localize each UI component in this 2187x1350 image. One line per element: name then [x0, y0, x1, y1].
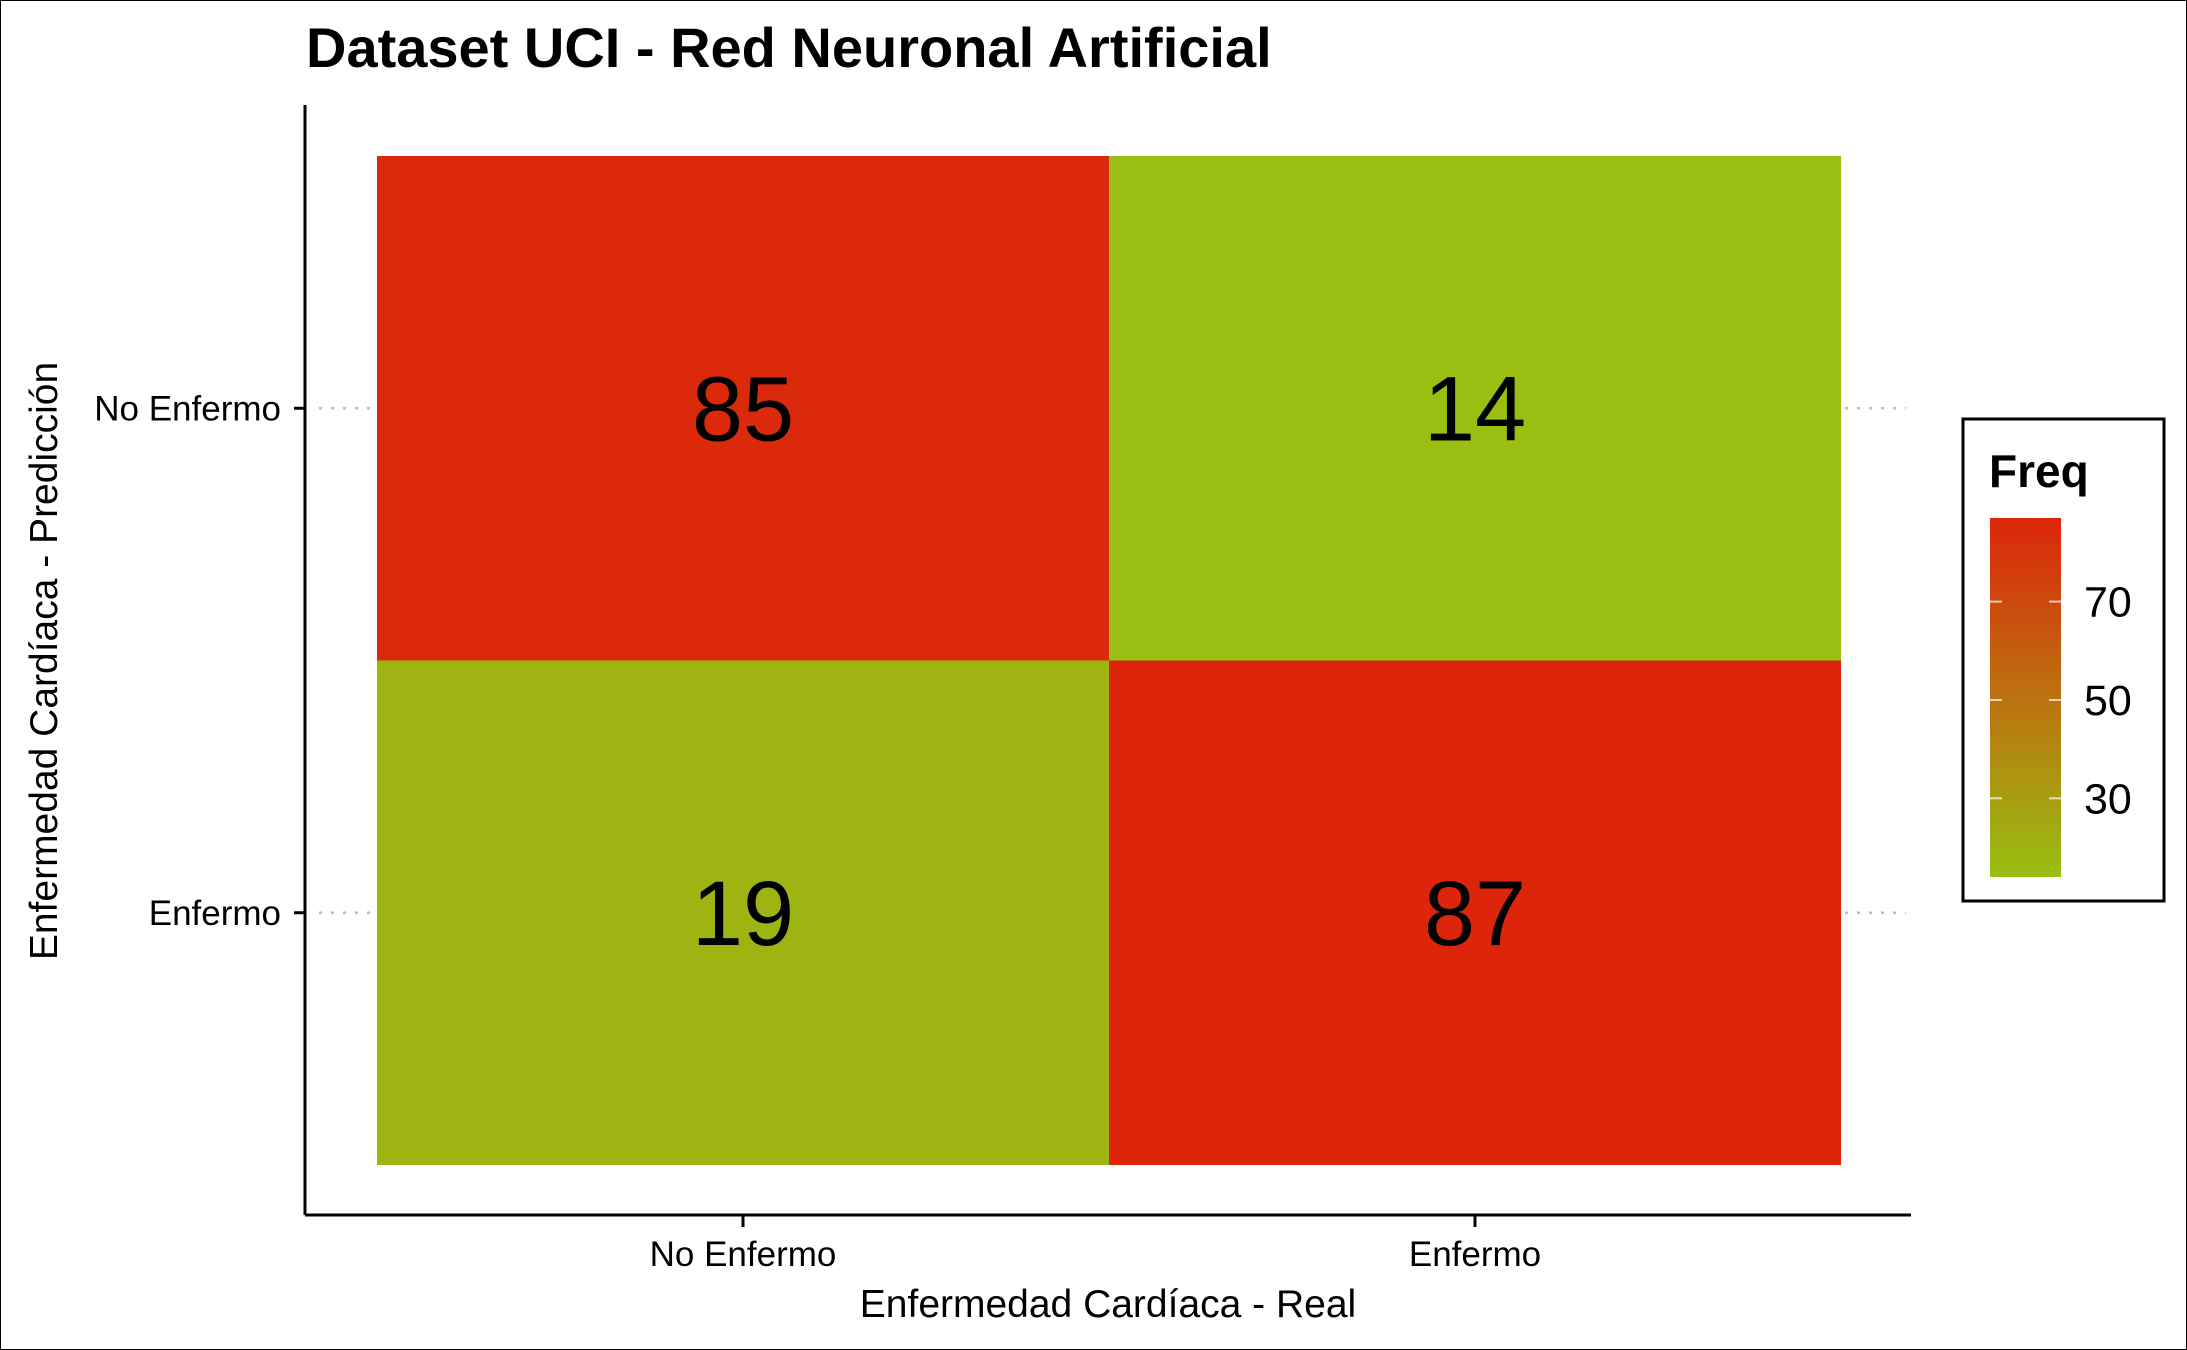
gridlines	[319, 407, 1906, 914]
cell-enfermo-no-enfermo-value: 19	[692, 863, 794, 965]
legend-ticks: 30 50 70	[1990, 579, 2132, 823]
legend-colorbar	[1990, 518, 2061, 877]
x-tick-label-no-enfermo: No Enfermo	[650, 1235, 837, 1274]
cell-no-enfermo-enfermo-value: 14	[1424, 358, 1526, 460]
legend-label-30: 30	[2084, 775, 2132, 823]
x-tick-label-enfermo: Enfermo	[1409, 1235, 1541, 1274]
cell-no-enfermo-no-enfermo-value: 85	[692, 358, 794, 460]
x-axis-title: Enfermedad Cardíaca - Real	[860, 1283, 1356, 1326]
cell-enfermo-no-enfermo	[377, 660, 1109, 1165]
legend: Freq 30 50 70	[1961, 417, 2166, 903]
legend-label-50: 50	[2084, 677, 2132, 725]
cell-enfermo-enfermo-value: 87	[1424, 863, 1526, 965]
cell-enfermo-enfermo	[1109, 660, 1841, 1165]
chart-title: Dataset UCI - Red Neuronal Artificial	[306, 16, 1272, 79]
legend-title: Freq	[1989, 445, 2089, 497]
y-axis-title: Enfermedad Cardíaca - Predicción	[23, 362, 66, 960]
cell-no-enfermo-no-enfermo	[377, 156, 1109, 661]
legend-label-70: 70	[2084, 579, 2132, 627]
heatmap-cells: 85 14 19 87	[377, 156, 1841, 1165]
x-axis-ticks: No Enfermo Enfermo	[650, 1215, 1541, 1274]
cell-no-enfermo-enfermo	[1109, 156, 1841, 661]
y-tick-label-no-enfermo: No Enfermo	[94, 389, 281, 428]
y-tick-label-enfermo: Enfermo	[149, 894, 281, 933]
y-axis-ticks: No Enfermo Enfermo	[94, 389, 305, 933]
